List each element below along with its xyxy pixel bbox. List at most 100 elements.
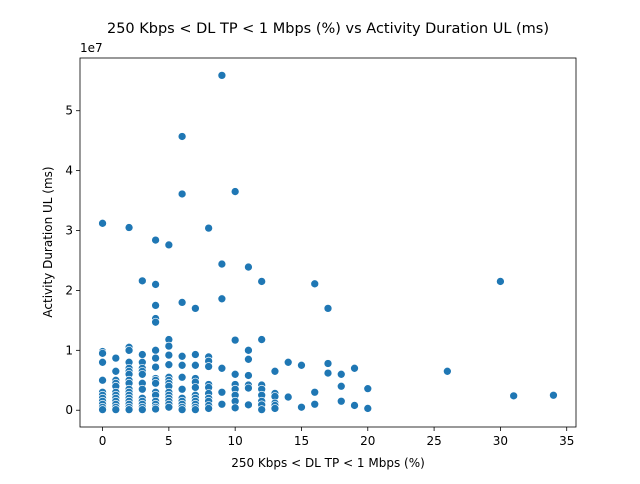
x-tick-label: 0 (99, 434, 107, 448)
y-tick-label: 3 (65, 224, 73, 238)
x-tick-label: 15 (294, 434, 309, 448)
data-point (323, 304, 333, 313)
y-tick-label: 4 (65, 164, 73, 178)
data-point (257, 277, 267, 286)
data-point (191, 360, 200, 370)
data-point (257, 335, 267, 344)
data-point (336, 381, 346, 391)
data-point (177, 384, 187, 394)
y-axis-label: Activity Duration UL (ms) (41, 166, 55, 317)
data-point (310, 279, 320, 289)
data-point (164, 350, 174, 360)
y-axis-offset-label: 1e7 (80, 41, 103, 55)
x-tick-label: 25 (426, 434, 441, 448)
x-tick-label: 35 (559, 434, 574, 448)
data-point (244, 400, 253, 410)
data-point (230, 369, 240, 379)
data-point (164, 341, 174, 351)
data-point (363, 404, 373, 413)
data-point (151, 404, 160, 414)
data-point (111, 366, 121, 376)
data-point (177, 360, 187, 370)
data-point (310, 387, 320, 397)
data-point (244, 354, 253, 364)
data-point (217, 363, 227, 373)
data-point (164, 402, 174, 412)
data-point (98, 218, 107, 228)
data-point (191, 383, 200, 392)
data-point (191, 304, 200, 313)
x-tick-label: 30 (493, 434, 508, 448)
data-point (336, 369, 346, 379)
data-point (151, 301, 160, 310)
y-tick-label: 1 (65, 343, 73, 357)
data-point (151, 353, 160, 363)
data-point (310, 399, 320, 409)
data-point (230, 187, 240, 196)
data-point (217, 399, 227, 409)
y-tick-label: 0 (65, 403, 73, 417)
data-point (244, 262, 253, 272)
data-point (509, 391, 519, 401)
data-point (204, 404, 213, 413)
data-point (177, 132, 187, 141)
x-tick-label: 20 (360, 434, 375, 448)
data-point (191, 405, 200, 414)
data-point (204, 223, 213, 233)
chart-title: 250 Kbps < DL TP < 1 Mbps (%) vs Activit… (107, 21, 549, 37)
data-point (137, 350, 147, 359)
data-point (350, 401, 359, 410)
data-point (244, 383, 253, 393)
data-point (98, 375, 107, 385)
data-point (257, 405, 267, 414)
data-point (111, 353, 121, 363)
data-point (137, 384, 147, 394)
data-point (297, 402, 306, 412)
x-tick-label: 5 (165, 434, 173, 448)
data-point (137, 405, 147, 414)
data-point (177, 298, 187, 307)
data-point (124, 223, 134, 232)
data-point (270, 404, 280, 413)
data-point (443, 366, 452, 376)
data-point (151, 235, 160, 245)
data-point (151, 378, 160, 388)
data-point (124, 405, 134, 414)
data-point (177, 372, 187, 382)
data-point (151, 317, 160, 327)
data-point (496, 277, 505, 286)
data-point (137, 369, 147, 379)
data-point (98, 348, 107, 358)
data-point (164, 360, 174, 370)
data-point (244, 371, 253, 380)
data-point (363, 384, 373, 394)
data-point (151, 345, 160, 355)
x-tick-label: 10 (228, 434, 243, 448)
data-point (204, 362, 213, 371)
points-layer (98, 71, 558, 414)
ticks-layer: 0 5 10 15 20 25 30 35 0 1 2 3 4 5 (65, 104, 574, 448)
data-point (111, 405, 121, 414)
data-point (191, 350, 200, 359)
data-point (98, 405, 107, 414)
data-point (217, 294, 227, 304)
data-point (336, 396, 346, 406)
data-point (230, 335, 240, 345)
data-point (177, 405, 187, 414)
x-axis-label: 250 Kbps < DL TP < 1 Mbps (%) (231, 456, 425, 470)
data-point (124, 345, 134, 355)
data-point (283, 392, 293, 402)
data-point (177, 351, 187, 361)
data-point (217, 71, 227, 80)
data-point (323, 368, 333, 378)
y-tick-label: 2 (65, 283, 73, 297)
data-point (244, 345, 253, 355)
data-point (151, 362, 160, 372)
data-point (164, 240, 174, 250)
data-point (217, 259, 227, 269)
data-point (98, 357, 107, 367)
data-point (283, 357, 293, 367)
data-point (350, 363, 359, 373)
